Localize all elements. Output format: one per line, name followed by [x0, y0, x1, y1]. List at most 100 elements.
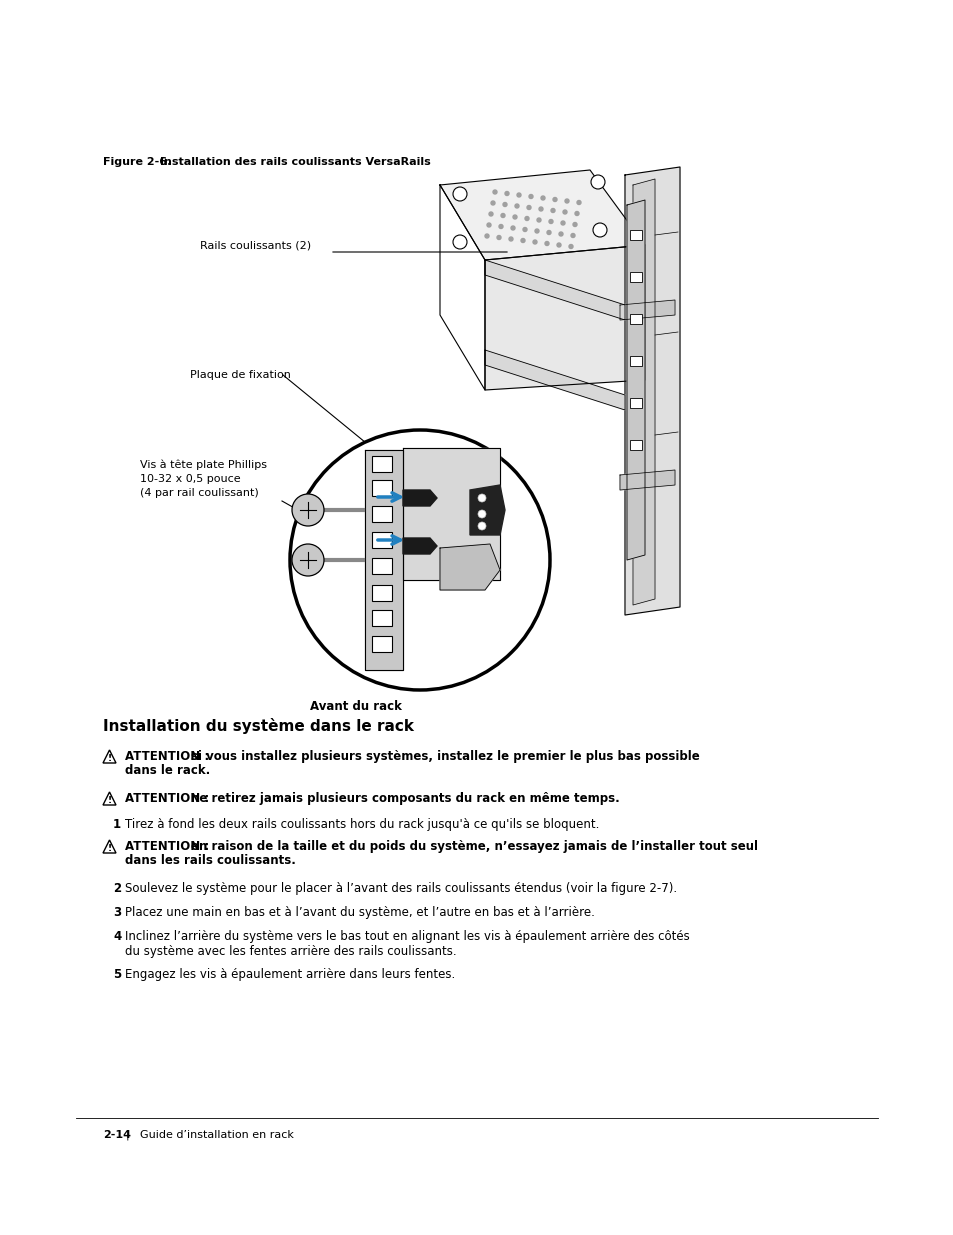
Polygon shape [619, 471, 675, 490]
Circle shape [520, 238, 524, 242]
Bar [372, 532, 392, 548]
Text: Vis à tête plate Phillips: Vis à tête plate Phillips [140, 459, 267, 471]
Circle shape [564, 199, 568, 203]
Polygon shape [626, 200, 644, 559]
Polygon shape [402, 448, 499, 580]
Polygon shape [484, 245, 644, 390]
Circle shape [513, 215, 517, 219]
Bar [629, 398, 641, 408]
Bar [629, 314, 641, 324]
Circle shape [504, 191, 509, 195]
Text: Tirez à fond les deux rails coulissants hors du rack jusqu'à ce qu'ils se bloque: Tirez à fond les deux rails coulissants … [125, 818, 598, 831]
Circle shape [509, 237, 513, 241]
Circle shape [497, 236, 500, 240]
Text: !: ! [108, 753, 112, 763]
Text: Installation des rails coulissants VersaRails: Installation des rails coulissants Versa… [160, 157, 431, 167]
Text: ne retirez jamais plusieurs composants du rack en même temps.: ne retirez jamais plusieurs composants d… [191, 792, 619, 805]
Polygon shape [439, 185, 484, 390]
Circle shape [560, 221, 564, 225]
Text: 1: 1 [112, 818, 121, 831]
Polygon shape [484, 261, 624, 320]
Text: Installation du système dans le rack: Installation du système dans le rack [103, 718, 414, 734]
Polygon shape [470, 485, 504, 535]
Text: 4: 4 [112, 930, 121, 944]
Text: 5: 5 [112, 968, 121, 981]
Polygon shape [103, 750, 116, 763]
Text: 3: 3 [112, 906, 121, 919]
Bar [629, 272, 641, 282]
Circle shape [590, 175, 604, 189]
Circle shape [453, 235, 467, 249]
Text: du système avec les fentes arrière des rails coulissants.: du système avec les fentes arrière des r… [125, 945, 456, 957]
Circle shape [568, 245, 573, 248]
Circle shape [511, 226, 515, 230]
Text: Soulevez le système pour le placer à l’avant des rails coulissants étendus (voir: Soulevez le système pour le placer à l’a… [125, 882, 677, 895]
Circle shape [537, 219, 540, 222]
Polygon shape [402, 538, 436, 555]
Polygon shape [402, 490, 436, 506]
Text: Avant du rack: Avant du rack [310, 700, 401, 713]
Circle shape [562, 210, 566, 214]
Text: si vous installez plusieurs systèmes, installez le premier le plus bas possible: si vous installez plusieurs systèmes, in… [191, 750, 699, 763]
Circle shape [515, 204, 518, 207]
Circle shape [486, 224, 491, 227]
Circle shape [517, 193, 520, 198]
Bar [372, 480, 392, 496]
Text: Guide d’installation en rack: Guide d’installation en rack [140, 1130, 294, 1140]
Text: Engagez les vis à épaulement arrière dans leurs fentes.: Engagez les vis à épaulement arrière dan… [125, 968, 455, 981]
Bar [372, 610, 392, 626]
Circle shape [290, 430, 550, 690]
Text: dans les rails coulissants.: dans les rails coulissants. [125, 855, 295, 867]
Bar [372, 636, 392, 652]
Circle shape [484, 233, 489, 238]
Circle shape [493, 190, 497, 194]
Text: Rails coulissants (2): Rails coulissants (2) [200, 240, 311, 249]
Polygon shape [365, 450, 402, 671]
Circle shape [573, 222, 577, 226]
Polygon shape [484, 350, 624, 410]
Circle shape [557, 243, 560, 247]
Text: ATTENTION :: ATTENTION : [125, 840, 213, 853]
Text: Inclinez l’arrière du système vers le bas tout en alignant les vis à épaulement : Inclinez l’arrière du système vers le ba… [125, 930, 689, 944]
Text: Plaque de fixation: Plaque de fixation [190, 370, 291, 380]
Circle shape [491, 201, 495, 205]
Circle shape [546, 231, 551, 235]
Bar [372, 456, 392, 472]
Circle shape [477, 522, 485, 530]
Circle shape [292, 494, 324, 526]
Circle shape [551, 209, 555, 212]
Circle shape [533, 240, 537, 245]
Text: |: | [126, 1130, 130, 1140]
Circle shape [548, 220, 553, 224]
Text: 2: 2 [112, 882, 121, 895]
Circle shape [538, 207, 542, 211]
Circle shape [498, 225, 502, 228]
Text: !: ! [108, 844, 112, 853]
Circle shape [571, 233, 575, 237]
Circle shape [489, 212, 493, 216]
Circle shape [453, 186, 467, 201]
Circle shape [500, 214, 504, 217]
Polygon shape [439, 543, 499, 590]
Text: (4 par rail coulissant): (4 par rail coulissant) [140, 488, 258, 498]
Text: Figure 2-6.: Figure 2-6. [103, 157, 172, 167]
Circle shape [593, 224, 606, 237]
Circle shape [524, 216, 529, 221]
Text: Placez une main en bas et à l’avant du système, et l’autre en bas et à l’arrière: Placez une main en bas et à l’avant du s… [125, 906, 595, 919]
Text: en raison de la taille et du poids du système, n’essayez jamais de l’installer t: en raison de la taille et du poids du sy… [191, 840, 758, 853]
Circle shape [540, 196, 544, 200]
Circle shape [544, 242, 548, 246]
Circle shape [553, 198, 557, 201]
Circle shape [522, 227, 526, 231]
Text: 2-14: 2-14 [103, 1130, 131, 1140]
Polygon shape [624, 167, 679, 615]
Bar [629, 440, 641, 450]
Bar [372, 506, 392, 522]
Text: !: ! [108, 795, 112, 805]
Text: dans le rack.: dans le rack. [125, 764, 210, 778]
Circle shape [526, 205, 531, 210]
Circle shape [477, 510, 485, 517]
Circle shape [529, 194, 533, 199]
Circle shape [558, 232, 562, 236]
Circle shape [535, 228, 538, 233]
